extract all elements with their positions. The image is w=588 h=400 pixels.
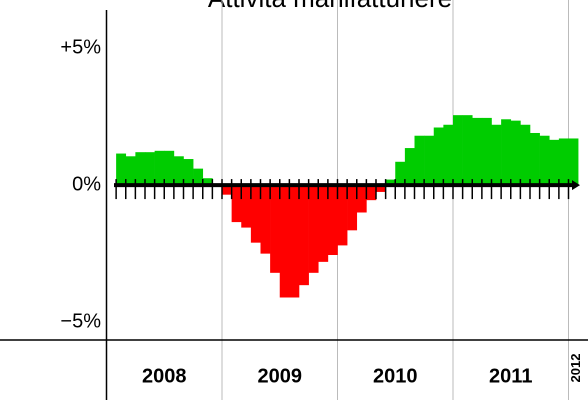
bar (250, 185, 261, 243)
bar (366, 185, 377, 201)
bar (145, 152, 155, 186)
bar (385, 179, 396, 186)
y-tick-label: +5% (60, 36, 101, 58)
bar (491, 124, 502, 186)
bar (510, 120, 521, 186)
bar (270, 185, 281, 273)
bar (154, 150, 165, 186)
bar (260, 185, 271, 254)
bar (549, 139, 560, 186)
x-group-label: 2011 (489, 365, 532, 387)
bar (424, 135, 435, 186)
bar (395, 161, 406, 186)
bar (318, 185, 329, 262)
bar (443, 124, 454, 186)
bar (193, 168, 204, 186)
bar (558, 138, 569, 186)
x-group-label: 2010 (373, 365, 418, 387)
x-group-label: 2009 (258, 365, 303, 387)
bar (481, 117, 492, 186)
x-group-label: 2012 (568, 354, 583, 383)
x-group-label: 2008 (142, 365, 187, 387)
bar (279, 185, 290, 298)
bar (125, 156, 136, 186)
y-tick-label: 0% (72, 173, 101, 195)
bar (164, 150, 175, 186)
bar (453, 115, 463, 186)
bar (173, 156, 184, 186)
bar (414, 135, 425, 186)
bar (202, 178, 213, 186)
bar (433, 127, 444, 186)
bar (376, 185, 386, 192)
bar (308, 185, 319, 273)
chart-title: Attività manifatturiere (208, 0, 452, 13)
bar (472, 117, 483, 186)
bar (183, 159, 194, 186)
bar (231, 185, 242, 223)
bar (327, 185, 338, 255)
bar (135, 152, 146, 186)
y-tick-label: −5% (60, 310, 101, 332)
bar (404, 148, 415, 186)
bar (568, 138, 579, 186)
bar (347, 185, 358, 231)
bar (241, 185, 252, 228)
bar (520, 124, 531, 186)
bar (116, 153, 127, 186)
bar (289, 185, 300, 298)
zero-arrow (572, 180, 580, 191)
bar (501, 119, 512, 186)
bar (356, 185, 367, 213)
bar (462, 115, 473, 186)
bar (530, 132, 540, 186)
bar (539, 135, 550, 186)
bar (299, 185, 309, 286)
bar (222, 185, 232, 195)
bar (337, 185, 348, 246)
